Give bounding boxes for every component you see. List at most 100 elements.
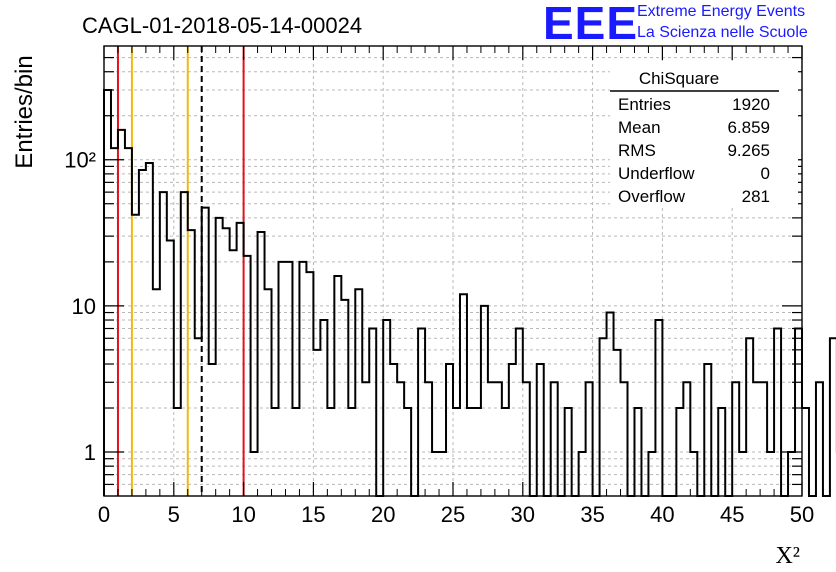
histogram-bin (460, 294, 467, 496)
stats-box: ChiSquare Entries 1920 Mean 6.859 RMS 9.265 Un… (610, 62, 798, 208)
stats-value: 281 (742, 187, 770, 206)
stats-title: ChiSquare (639, 69, 719, 88)
histogram-bin (369, 329, 376, 496)
histogram-bin (767, 452, 774, 496)
histogram-bin (446, 364, 453, 496)
histogram-bin (320, 320, 327, 496)
histogram-bin (621, 382, 628, 496)
histogram-bin (565, 408, 572, 496)
histogram-bin (223, 228, 230, 496)
histogram-bin (292, 408, 299, 496)
histogram-bin (188, 230, 195, 496)
histogram-bin (614, 350, 621, 496)
logo-line-1: Extreme Energy Events (637, 3, 806, 20)
x-tick-label: 35 (580, 502, 604, 527)
histogram-bin (299, 262, 306, 496)
x-axis-label: X² (775, 543, 800, 569)
histogram-bin (404, 408, 411, 496)
x-tick-label: 20 (371, 502, 395, 527)
histogram-bin (418, 329, 425, 496)
histogram-line (103, 88, 836, 497)
histogram-bin (355, 289, 362, 496)
histogram-bin (753, 382, 760, 496)
stats-rows: Entries 1920 Mean 6.859 RMS 9.265 Underflow 0 Ov… (618, 95, 770, 206)
histogram-bin (830, 338, 836, 496)
histogram-bin (586, 382, 593, 496)
y-axis-label: Entries/bin (11, 55, 38, 168)
histogram-bin (467, 408, 474, 496)
chart-title: CAGL-01-2018-05-14-00024 (82, 13, 362, 38)
histogram-bin (209, 364, 216, 496)
histogram-series (103, 88, 836, 497)
x-tick-label: 40 (650, 502, 674, 527)
histogram-bin (285, 262, 292, 496)
histogram-bin (167, 241, 174, 496)
histogram-bin (425, 382, 432, 496)
x-tick-label: 30 (511, 502, 535, 527)
histogram-bin (306, 272, 313, 496)
x-tick-label: 10 (231, 502, 255, 527)
x-tick-label: 50 (790, 502, 814, 527)
histogram-bin (132, 215, 139, 496)
histogram-bin (348, 408, 355, 496)
x-tick-labels: 0 5 10 15 20 25 30 35 40 45 50 (98, 502, 814, 527)
stats-label: Entries (618, 95, 671, 114)
histogram-bin (655, 320, 662, 496)
histogram-bin (111, 148, 118, 496)
histogram-bin (362, 382, 369, 496)
stats-label: Overflow (618, 187, 686, 206)
histogram-bin (648, 452, 655, 496)
histogram-bin (174, 408, 181, 496)
histogram-bin (279, 262, 286, 496)
histogram-bin (537, 364, 544, 496)
histogram-bin (551, 382, 558, 496)
histogram-bin (579, 452, 586, 496)
x-tick-label: 45 (720, 502, 744, 527)
histogram-bin (690, 452, 697, 496)
histogram-bin (341, 300, 348, 496)
histogram-bin (474, 408, 481, 496)
stats-label: RMS (618, 141, 656, 160)
histogram-bin (265, 289, 272, 496)
histogram-bin (683, 382, 690, 496)
histogram-bin (272, 408, 279, 496)
histogram-bin (237, 223, 244, 496)
histogram-bin (774, 329, 781, 496)
histogram-bin (634, 408, 641, 496)
histogram-bin (125, 148, 132, 496)
histogram-bin (230, 250, 237, 496)
histogram-bin (439, 452, 446, 496)
histogram-bin (139, 170, 146, 496)
histogram-bin (383, 320, 390, 496)
histogram-bin (397, 382, 404, 496)
histogram-bin (607, 313, 614, 496)
histogram-bin (146, 163, 153, 496)
histogram-bin (488, 382, 495, 496)
histogram-bin (202, 208, 209, 496)
histogram-bin (481, 306, 488, 496)
y-tick-label: 10 (72, 294, 96, 319)
y-tick-label: 1 (84, 440, 96, 465)
histogram-bin (118, 130, 125, 496)
histogram-bin (244, 256, 251, 496)
histogram-bin (432, 452, 439, 496)
histogram-bin (760, 382, 767, 496)
histogram-bin (153, 289, 160, 496)
histogram-bin (104, 90, 111, 496)
stats-value: 0 (761, 164, 770, 183)
x-tick-label: 15 (301, 502, 325, 527)
histogram-bin (523, 382, 530, 496)
histogram-bin (676, 408, 683, 496)
histogram-bin (258, 232, 265, 496)
histogram-bin (195, 338, 202, 496)
histogram-bin (718, 408, 725, 496)
x-tick-label: 0 (98, 502, 110, 527)
histogram-bin (739, 452, 746, 496)
stats-label: Underflow (618, 164, 695, 183)
histogram-bin (495, 382, 502, 496)
histogram-bin (327, 408, 334, 496)
histogram-bin (516, 329, 523, 496)
stats-label: Mean (618, 118, 661, 137)
histogram-bin (181, 192, 188, 496)
